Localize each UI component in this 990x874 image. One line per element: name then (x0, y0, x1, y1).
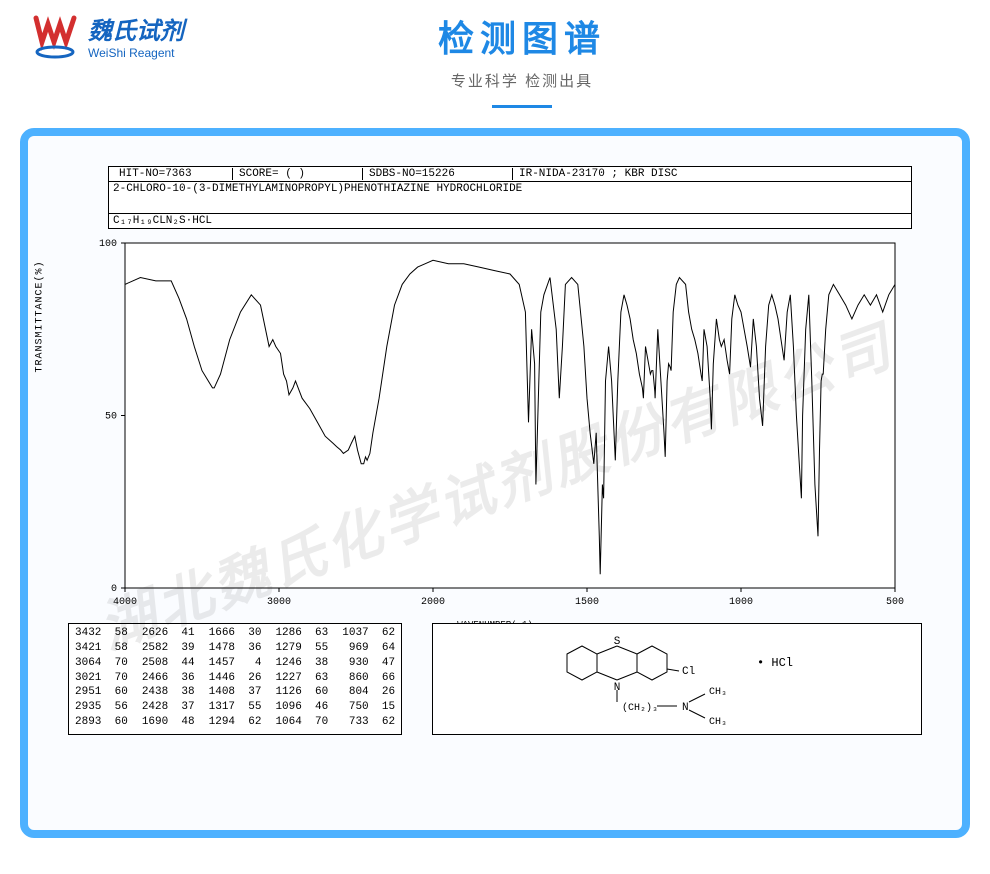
svg-text:4000: 4000 (113, 597, 137, 608)
peak-value: 2951 60 (75, 685, 128, 700)
peak-value: 733 62 (342, 715, 395, 730)
peak-table-row: 3432 583421 583064 703021 702951 602935 … (68, 623, 922, 735)
peak-value: 750 15 (342, 700, 395, 715)
sdbs-no: SDBS-NO=15226 (363, 168, 513, 180)
svg-text:(CH₂)₃: (CH₂)₃ (622, 702, 658, 714)
peak-value: 1279 55 (275, 641, 328, 656)
peak-value: 2466 36 (142, 671, 195, 686)
main-frame: 湖北魏氏化学试剂股份有限公司 HIT-NO=7363 SCORE= ( ) SD… (20, 128, 970, 838)
peak-value: 2508 44 (142, 656, 195, 671)
peak-value: 3064 70 (75, 656, 128, 671)
peak-value: 1457 4 (209, 656, 262, 671)
peak-value: 1478 36 (209, 641, 262, 656)
svg-text:• HCl: • HCl (757, 656, 793, 670)
svg-text:100: 100 (99, 239, 117, 250)
compound-name: 2-CHLORO-10-(3-DIMETHYLAMINOPROPYL)PHENO… (113, 183, 522, 212)
chart-svg: 0 50 100 4000 3000 2000 1500 1000 500 (68, 233, 922, 613)
peak-column: 1037 62 969 64 930 47 860 66 804 26 750 … (342, 626, 395, 730)
peak-value: 1294 62 (209, 715, 262, 730)
formula: C₁₇H₁₉CLN₂S·HCL (113, 215, 212, 227)
page-header: 魏氏试剂 WeiShi Reagent 检测图谱 专业科学 检测出具 (0, 0, 990, 108)
svg-text:50: 50 (105, 412, 117, 423)
hit-no: HIT-NO=7363 (113, 168, 233, 180)
peak-value: 1408 37 (209, 685, 262, 700)
svg-text:1000: 1000 (729, 597, 753, 608)
peak-value: 1096 46 (275, 700, 328, 715)
info-box: HIT-NO=7363 SCORE= ( ) SDBS-NO=15226 IR-… (108, 166, 912, 229)
peak-column: 1666 301478 361457 41446 261408 371317 5… (209, 626, 262, 730)
peak-value: 1246 38 (275, 656, 328, 671)
svg-text:500: 500 (886, 597, 904, 608)
title-area: 检测图谱 专业科学 检测出具 (84, 10, 960, 108)
peak-value: 2582 39 (142, 641, 195, 656)
svg-text:Cl: Cl (682, 666, 695, 678)
peak-value: 2428 37 (142, 700, 195, 715)
page-title: 检测图谱 (84, 10, 960, 62)
peak-value: 2935 56 (75, 700, 128, 715)
peak-value: 1126 60 (275, 685, 328, 700)
logo-mark (30, 10, 80, 60)
page-subtitle: 专业科学 检测出具 (84, 70, 960, 91)
svg-text:CH₃: CH₃ (709, 687, 727, 698)
peak-value: 804 26 (342, 685, 395, 700)
peak-value: 969 64 (342, 641, 395, 656)
score: SCORE= ( ) (233, 168, 363, 180)
peak-column: 3432 583421 583064 703021 702951 602935 … (75, 626, 128, 730)
title-underline (492, 105, 552, 108)
peak-column: 1286 631279 551246 381227 631126 601096 … (275, 626, 328, 730)
svg-text:1500: 1500 (575, 597, 599, 608)
ir-spectrum-chart: TRANSMITTANCE(%) 05010040003000200015001… (68, 233, 922, 613)
spectrum-container: HIT-NO=7363 SCORE= ( ) SDBS-NO=15226 IR-… (68, 166, 922, 800)
svg-text:0: 0 (111, 584, 117, 595)
peak-value: 3421 58 (75, 641, 128, 656)
svg-text:3000: 3000 (267, 597, 291, 608)
peak-table: 3432 583421 583064 703021 702951 602935 … (68, 623, 402, 735)
svg-text:2000: 2000 (421, 597, 445, 608)
peak-value: 1446 26 (209, 671, 262, 686)
peak-value: 1064 70 (275, 715, 328, 730)
info-row-3: C₁₇H₁₉CLN₂S·HCL (109, 214, 911, 228)
peak-value: 2438 38 (142, 685, 195, 700)
structure-diagram: SNCl(CH₂)₃NCH₃CH₃• HCl (432, 623, 922, 735)
peak-value: 3021 70 (75, 671, 128, 686)
svg-text:CH₃: CH₃ (709, 717, 727, 728)
peak-value: 1227 63 (275, 671, 328, 686)
peak-value: 860 66 (342, 671, 395, 686)
method: IR-NIDA-23170 ; KBR DISC (513, 168, 907, 180)
info-row-1: HIT-NO=7363 SCORE= ( ) SDBS-NO=15226 IR-… (109, 167, 911, 182)
peak-column: 2626 412582 392508 442466 362438 382428 … (142, 626, 195, 730)
info-row-2: 2-CHLORO-10-(3-DIMETHYLAMINOPROPYL)PHENO… (109, 182, 911, 214)
peak-value: 1317 55 (209, 700, 262, 715)
svg-text:S: S (614, 636, 621, 648)
y-axis-label: TRANSMITTANCE(%) (35, 260, 46, 372)
peak-value: 1690 48 (142, 715, 195, 730)
peak-value: 2893 60 (75, 715, 128, 730)
svg-text:N: N (682, 702, 689, 714)
peak-value: 930 47 (342, 656, 395, 671)
